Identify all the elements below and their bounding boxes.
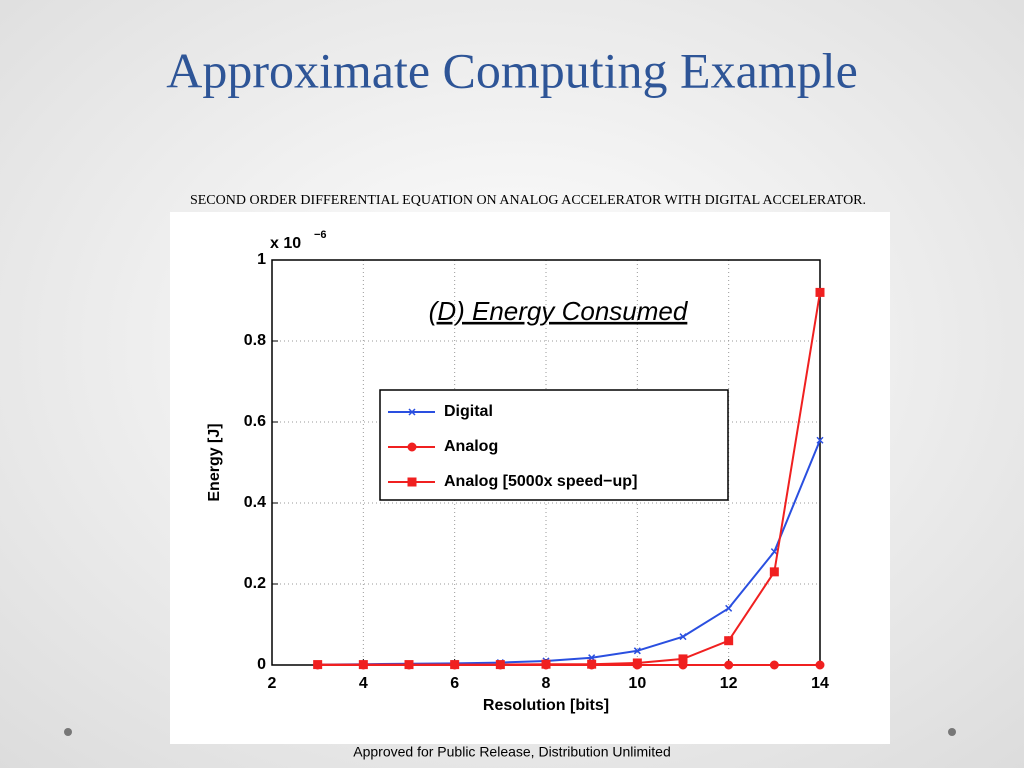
marker — [407, 477, 417, 487]
marker — [450, 660, 460, 670]
legend-label: Analog [5000x speed−up] — [444, 473, 637, 490]
marker — [587, 659, 597, 669]
marker — [769, 660, 779, 670]
chart-title: (D) Energy Consumed — [429, 296, 689, 326]
y-axis-label: Energy [J] — [206, 423, 223, 501]
slide-title: Approximate Computing Example — [166, 42, 858, 98]
y-tick-label: 1 — [257, 251, 266, 268]
marker — [408, 408, 416, 416]
x-tick-label: 12 — [720, 675, 738, 692]
x-tick-label: 10 — [628, 675, 646, 692]
marker — [815, 287, 825, 297]
marker — [725, 604, 733, 612]
y-tick-label: 0.6 — [244, 413, 266, 430]
marker — [313, 660, 323, 670]
marker — [815, 660, 825, 670]
marker — [679, 633, 687, 641]
x-tick-label: 4 — [359, 675, 368, 692]
marker — [724, 660, 734, 670]
legend-box — [379, 389, 729, 501]
marker — [769, 567, 779, 577]
decor-dot — [948, 728, 956, 736]
marker — [632, 658, 642, 668]
marker — [495, 660, 505, 670]
x-axis-label: Resolution [bits] — [483, 697, 609, 714]
legend-label: Digital — [444, 403, 493, 420]
series-line — [317, 292, 821, 666]
marker — [816, 436, 824, 444]
y-tick-label: 0.4 — [244, 494, 266, 511]
y-tick-label: 0.8 — [244, 332, 266, 349]
marker — [407, 442, 417, 452]
y-tick-label: 0 — [257, 656, 266, 673]
y-tick-label: 0.2 — [244, 575, 266, 592]
marker — [358, 660, 368, 670]
x-tick-label: 8 — [542, 675, 551, 692]
multiplier: x 10 — [270, 235, 301, 252]
x-tick-label: 6 — [450, 675, 459, 692]
multiplier-exponent: −6 — [314, 229, 327, 241]
footer: Approved for Public Release, Distributio… — [353, 744, 670, 760]
x-tick-label: 14 — [811, 675, 829, 692]
x-tick-label: 2 — [268, 675, 277, 692]
decor-dot — [64, 728, 72, 736]
marker — [678, 654, 688, 664]
marker — [404, 660, 414, 670]
marker — [633, 647, 641, 655]
subtitle: SECOND ORDER DIFFERENTIAL EQUATION ON AN… — [190, 193, 866, 208]
marker — [541, 659, 551, 669]
marker — [724, 636, 734, 646]
legend-label: Analog — [444, 438, 498, 455]
